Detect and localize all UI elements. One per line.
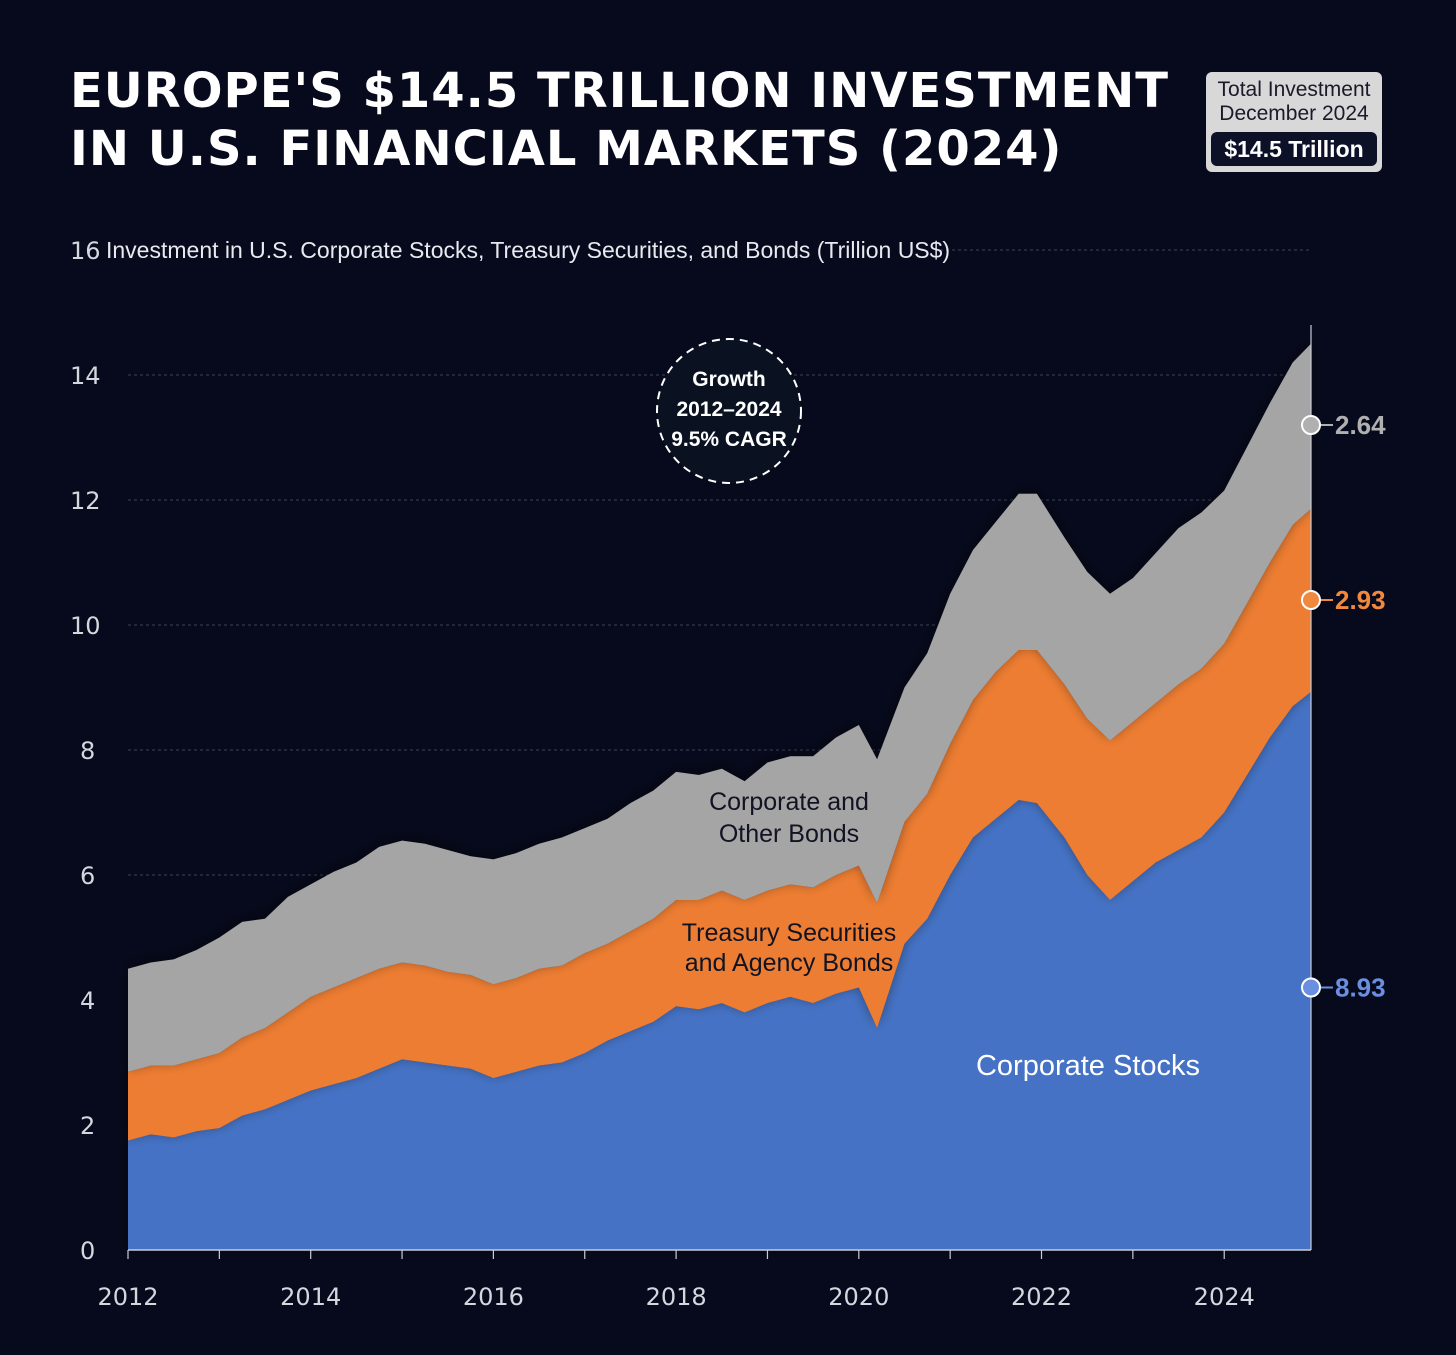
treasury-area-label-line-2: and Agency Bonds [685, 949, 894, 977]
area-treasury-securities-and-agency-bonds [128, 508, 1311, 1141]
bonds-area-label-line-2: Other Bonds [719, 820, 859, 848]
series-areas [128, 343, 1311, 1250]
x-tick-label-2012: 2012 [97, 1283, 158, 1311]
x-tick-label-2016: 2016 [463, 1283, 524, 1311]
x-tick-label-2024: 2024 [1194, 1283, 1255, 1311]
end-dot-0 [1301, 977, 1321, 998]
end-value-markers: 8.93 2.93 2.64 [1301, 410, 1386, 1003]
y-tick-label-2: 2 [80, 1112, 95, 1140]
y-tick-label-6: 6 [80, 862, 95, 890]
y-axis-label: Investment in U.S. Corporate Stocks, Tre… [106, 237, 950, 263]
end-value-label-0: 8.93 [1335, 973, 1386, 1003]
y-tick-label-10: 10 [70, 612, 101, 640]
y-tick-label-0: 0 [80, 1237, 95, 1265]
treasury-area-label-line-1: Treasury Securities [682, 919, 896, 947]
x-tick-label-2020: 2020 [828, 1283, 889, 1311]
y-tick-label-16: 16 [70, 237, 101, 265]
badge-label-line-2: December 2024 [1219, 102, 1369, 125]
x-tick-label-2018: 2018 [646, 1283, 707, 1311]
title-line-1: EUROPE'S $14.5 TRILLION INVESTMENT [70, 63, 1170, 119]
x-tick-label-2022: 2022 [1011, 1283, 1072, 1311]
end-dot-1 [1301, 590, 1321, 610]
y-tick-labels: 0 2 4 6 8 10 12 14 16 [70, 237, 101, 1265]
x-tick-labels: 2012 2014 2016 2018 2020 2022 2024 [97, 1283, 1254, 1311]
x-tick-label-2014: 2014 [280, 1283, 341, 1311]
y-tick-label-4: 4 [80, 987, 95, 1015]
bonds-area-label-line-1: Corporate and [709, 788, 869, 816]
end-value-label-1: 2.93 [1335, 585, 1386, 615]
cagr-line-2: 2012–2024 [676, 398, 781, 421]
y-tick-label-12: 12 [70, 487, 101, 515]
total-investment-badge: Total Investment December 2024 $14.5 Tri… [1206, 72, 1382, 172]
badge-value: $14.5 Trillion [1211, 132, 1377, 166]
stocks-area-label: Corporate Stocks [976, 1050, 1200, 1082]
end-value-label-2: 2.64 [1335, 410, 1386, 440]
cagr-line-3: 9.5% CAGR [671, 428, 787, 451]
cagr-line-1: Growth [692, 368, 766, 391]
axes [127, 325, 1312, 1259]
area-corporate-stocks [128, 691, 1311, 1250]
title-line-2: IN U.S. FINANCIAL MARKETS (2024) [70, 121, 1063, 177]
area-corporate-and-other-bonds [128, 343, 1311, 1072]
page-title: EUROPE'S $14.5 TRILLION INVESTMENT IN U.… [70, 62, 1170, 178]
y-tick-label-8: 8 [80, 737, 95, 765]
y-tick-label-14: 14 [70, 362, 101, 390]
cagr-callout: Growth 2012–2024 9.5% CAGR [656, 338, 802, 484]
badge-label-line-1: Total Investment [1217, 78, 1371, 101]
end-dot-2 [1301, 415, 1321, 435]
cagr-callout-circle [656, 338, 802, 484]
